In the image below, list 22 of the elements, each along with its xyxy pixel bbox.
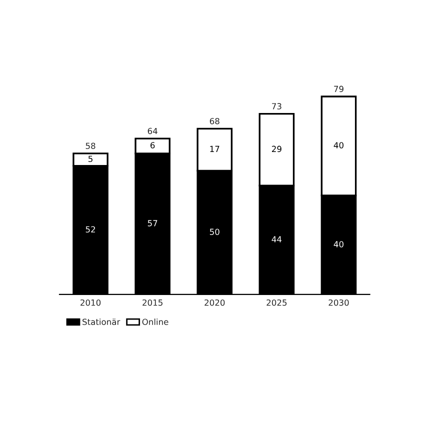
x-tick-label: 2010 <box>80 299 101 306</box>
data-label: 57 <box>148 220 158 226</box>
legend-label: Online <box>142 318 168 326</box>
total-label: 68 <box>210 118 220 124</box>
data-label: 40 <box>334 241 344 248</box>
data-label: 40 <box>334 142 344 148</box>
data-label: 50 <box>210 228 220 235</box>
total-label: 58 <box>86 142 96 150</box>
data-label: 52 <box>86 226 95 233</box>
data-label: 5 <box>88 156 92 162</box>
data-label: 17 <box>210 146 220 152</box>
x-tick-label: 2030 <box>328 299 349 306</box>
data-label: 6 <box>150 142 155 148</box>
x-tick-label: 2025 <box>266 299 287 306</box>
data-label: 29 <box>272 146 282 152</box>
total-label: 79 <box>334 86 344 92</box>
x-tick-label: 2020 <box>204 299 225 306</box>
total-label: 73 <box>272 103 282 110</box>
data-label: 44 <box>272 236 282 242</box>
x-tick-label: 2015 <box>142 299 162 306</box>
total-label: 64 <box>148 128 158 134</box>
legend-label: Stationär <box>82 318 120 326</box>
